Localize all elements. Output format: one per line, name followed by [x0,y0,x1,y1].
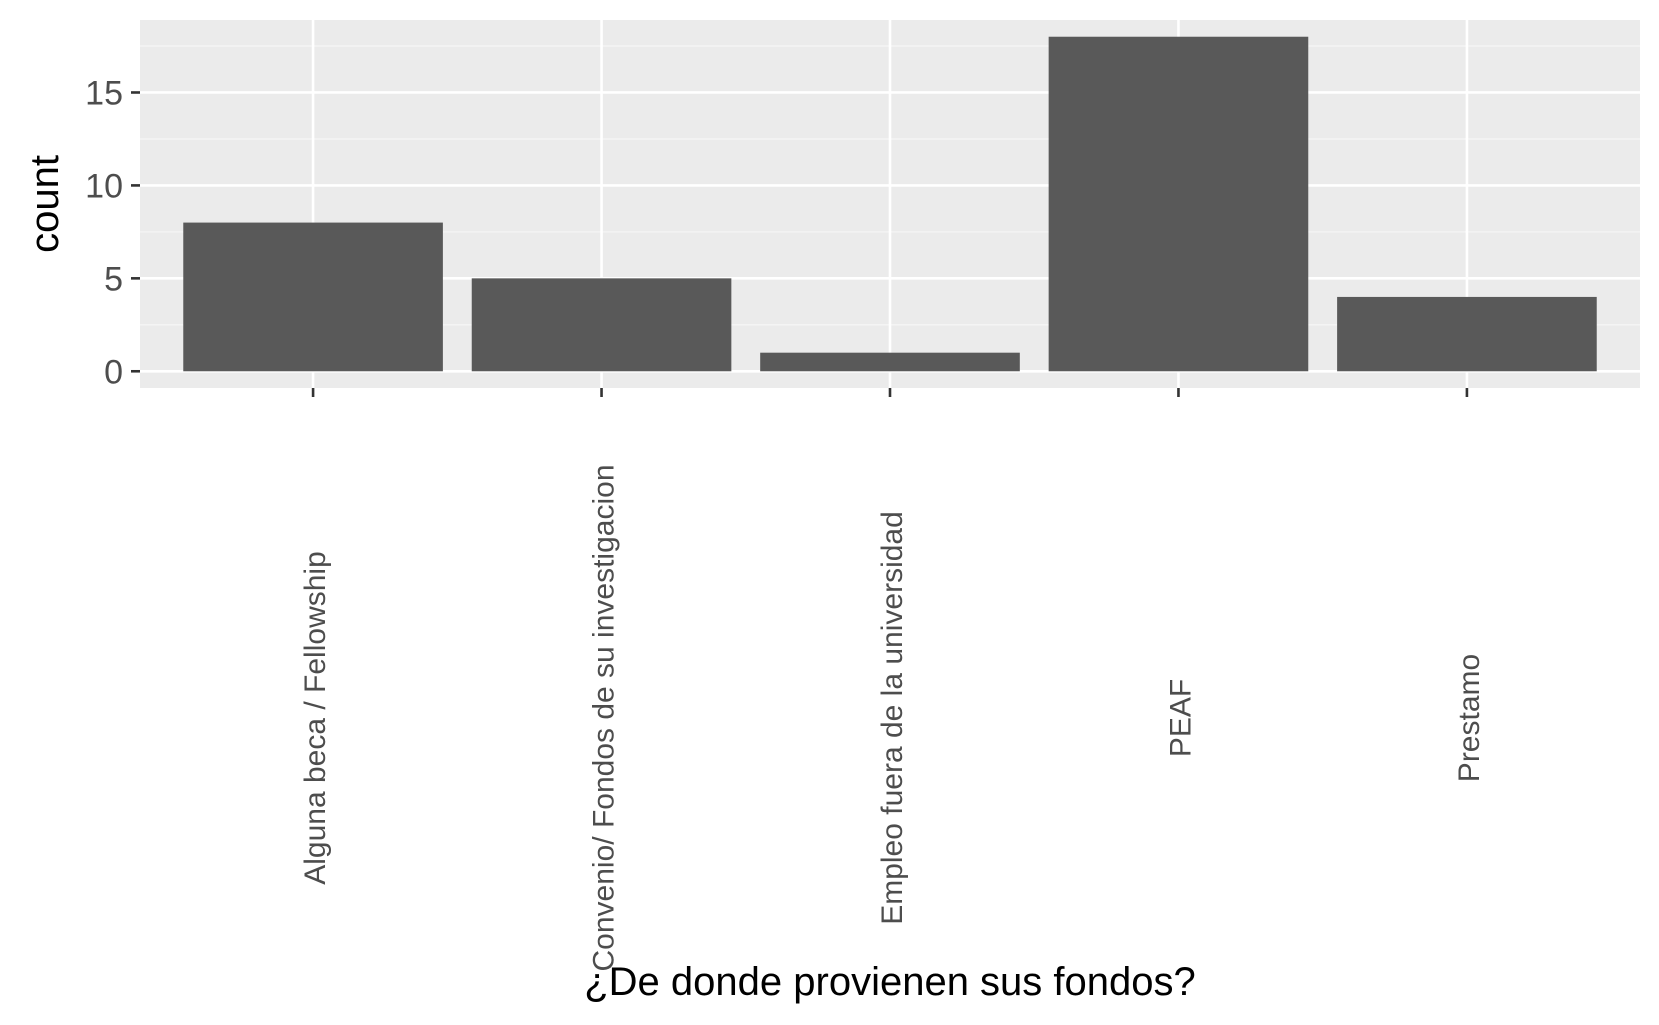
x-tick-label: Convenio/ Fondos de su investigacion [588,465,621,972]
x-axis-title: ¿De donde provienen sus fondos? [584,960,1196,1004]
bars [183,36,1597,372]
bar [471,278,732,372]
y-axis: 0 5 10 15 [85,74,140,391]
x-axis: Alguna beca / Fellowship Convenio/ Fondos… [299,388,1486,971]
y-tick-label: 10 [85,167,123,205]
x-tick-label: Empleo fuera de la universidad [876,511,909,925]
bar [1337,296,1597,372]
y-axis-title: count [23,155,67,253]
bar [760,352,1020,372]
bar [183,222,443,372]
y-tick-label: 15 [85,74,123,112]
y-tick-label: 0 [104,353,123,391]
x-tick-label: Alguna beca / Fellowship [299,551,332,885]
y-tick-label: 5 [104,260,123,298]
bar [1048,36,1309,372]
x-tick-label: Prestamo [1453,654,1486,782]
x-tick-label: PEAF [1164,679,1197,757]
